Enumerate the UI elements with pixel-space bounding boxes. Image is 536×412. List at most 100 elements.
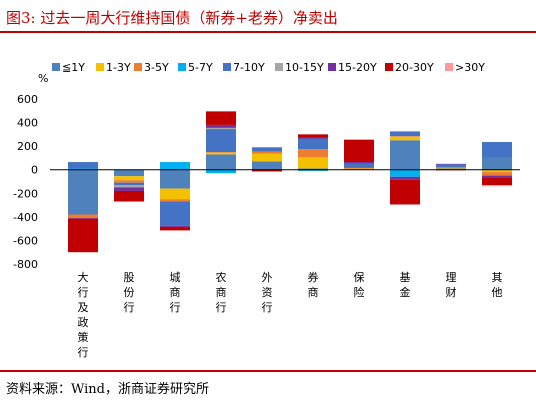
- x-tick-label: 理财: [446, 271, 457, 299]
- bar-segment: [114, 182, 144, 186]
- legend-item: 5-7Y: [178, 61, 213, 74]
- bar-segment: [252, 161, 282, 170]
- legend-swatch: [178, 63, 186, 71]
- bar-segment: [436, 167, 466, 168]
- x-tick-label: 股份行: [124, 271, 135, 314]
- bar-segment: [206, 169, 236, 174]
- bar-segment: [298, 138, 328, 150]
- legend-item: ≦1Y: [52, 61, 85, 74]
- bar-segment: [206, 154, 236, 170]
- bar-segment: [482, 157, 512, 170]
- bar-segment: [160, 226, 190, 231]
- bar-segment: [298, 168, 328, 170]
- bar-segment: [68, 169, 98, 215]
- bar-segment: [68, 218, 98, 219]
- bar-segment: [160, 169, 190, 189]
- bar-segment: [114, 169, 144, 177]
- bar-segment: [344, 139, 374, 163]
- figure-title: 图3: 过去一周大行维持国债（新券+老券）净卖出: [6, 9, 338, 27]
- bar-segment: [252, 151, 282, 154]
- y-tick-label: -400: [13, 211, 38, 224]
- x-tick-label: 保险: [354, 270, 365, 299]
- y-tick-label: 0: [31, 164, 38, 177]
- bar-segment: [252, 147, 282, 148]
- legend-label: >30Y: [455, 61, 485, 74]
- y-tick-label: 200: [17, 140, 38, 153]
- bar-segment: [390, 140, 420, 170]
- x-tick-label: 大行及政策行: [78, 270, 89, 359]
- legend-item: >30Y: [445, 61, 485, 74]
- bar-segment: [114, 180, 144, 183]
- x-tick-label: 券商: [308, 270, 319, 299]
- bar-segment: [482, 142, 512, 158]
- bar-segment: [436, 167, 466, 169]
- legend-item: 10-15Y: [275, 61, 324, 74]
- x-tick-label: 外资行: [262, 271, 273, 314]
- bar-segment: [160, 162, 190, 170]
- legend-swatch: [223, 63, 231, 71]
- bar-segment: [436, 168, 466, 170]
- title-rule: [0, 31, 536, 33]
- legend-swatch: [328, 63, 336, 71]
- y-unit-label: %: [38, 72, 48, 85]
- legend-swatch: [445, 63, 453, 71]
- legend-label: 15-20Y: [338, 61, 377, 74]
- source-rule: [0, 370, 536, 372]
- y-tick-label: -200: [13, 187, 38, 200]
- legend-swatch: [275, 63, 283, 71]
- bar-segment: [344, 162, 374, 164]
- bar-segment: [252, 169, 282, 172]
- bar-segment: [206, 152, 236, 155]
- bar-segment: [344, 167, 374, 169]
- legend-item: 15-20Y: [328, 61, 377, 74]
- bar-segment: [344, 163, 374, 168]
- bar-segment: [390, 136, 420, 141]
- bar-segment: [160, 188, 190, 200]
- bar-segment: [252, 153, 282, 162]
- bar-segment: [206, 152, 236, 153]
- legend-label: 1-3Y: [106, 61, 131, 74]
- x-tick-label: 城商行: [170, 271, 181, 314]
- x-tick-label: 其他: [492, 271, 503, 299]
- bar-segment: [482, 169, 512, 173]
- bar-marks: [68, 111, 512, 253]
- x-tick-label: 农商行: [216, 270, 227, 314]
- bar-segment: [114, 185, 144, 188]
- bar-segment: [390, 136, 420, 137]
- bar-segment: [390, 131, 420, 137]
- bar-segment: [114, 187, 144, 191]
- bar-segment: [206, 124, 236, 128]
- bar-segment: [160, 225, 190, 227]
- bar-segment: [436, 163, 466, 165]
- bar-segment: [68, 214, 98, 219]
- legend-item: 1-3Y: [96, 61, 131, 74]
- legend-item: 3-5Y: [134, 61, 169, 74]
- bar-segment: [252, 147, 282, 152]
- bar-segment: [68, 218, 98, 253]
- bar-segment: [206, 129, 236, 153]
- bar-segment: [482, 177, 512, 186]
- legend-label: ≦1Y: [62, 61, 85, 74]
- legend-item: 20-30Y: [385, 61, 434, 74]
- y-tick-label: -800: [13, 258, 38, 271]
- bar-segment: [390, 169, 420, 177]
- stacked-bar-chart: ≦1Y 1-3Y 3-5Y 5-7Y 7-10Y 10-15Y 15-20Y 20-30Y >3…: [13, 61, 520, 359]
- bar-segment: [206, 111, 236, 125]
- bar-segment: [344, 168, 374, 170]
- legend-label: 10-15Y: [285, 61, 324, 74]
- bar-segment: [68, 168, 98, 170]
- bar-segment: [114, 190, 144, 202]
- y-axis: 600 400 200 0 -200 -400 -600 -800: [13, 93, 38, 271]
- bar-segment: [206, 127, 236, 130]
- chart-legend: ≦1Y 1-3Y 3-5Y 5-7Y 7-10Y 10-15Y 15-20Y 20-30Y >3…: [52, 61, 485, 74]
- bar-segment: [390, 179, 420, 205]
- legend-swatch: [52, 63, 60, 71]
- bar-segment: [436, 164, 466, 168]
- bar-segment: [482, 175, 512, 178]
- legend-swatch: [134, 63, 142, 71]
- legend-swatch: [96, 63, 104, 71]
- bar-segment: [160, 201, 190, 226]
- y-tick-label: 400: [17, 117, 38, 130]
- bar-segment: [114, 176, 144, 181]
- legend-label: 3-5Y: [144, 61, 169, 74]
